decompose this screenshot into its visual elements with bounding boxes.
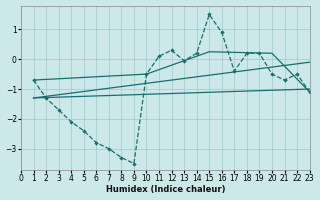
X-axis label: Humidex (Indice chaleur): Humidex (Indice chaleur) xyxy=(106,185,225,194)
